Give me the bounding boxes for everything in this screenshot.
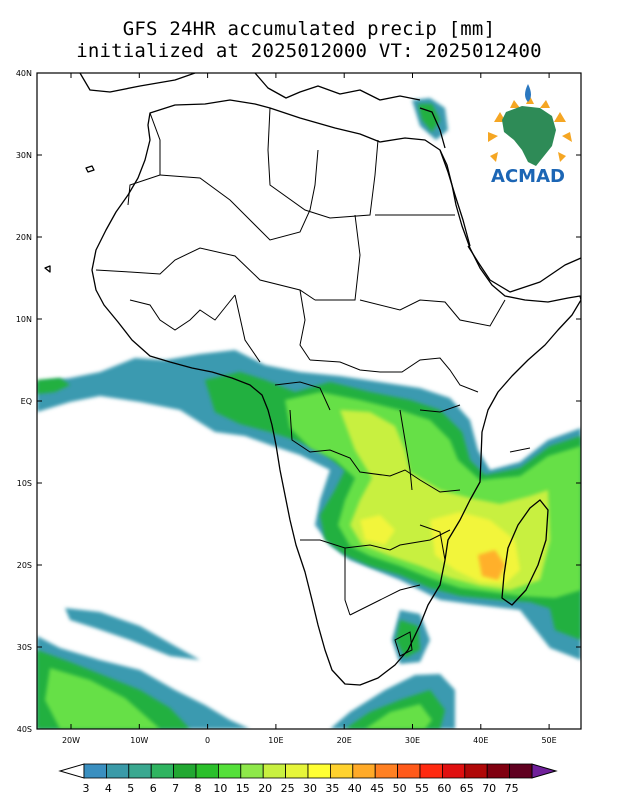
- lat-label: 30S: [17, 643, 32, 652]
- acmad-logo: ACMAD: [488, 84, 572, 187]
- logo-water-drop-icon: [525, 84, 531, 102]
- colorbar-swatch: [441, 763, 466, 779]
- colorbar-label: 10: [213, 782, 227, 795]
- europe-coastline: [79, 73, 196, 93]
- lat-label: EQ: [21, 397, 32, 406]
- colorbar-swatch: [150, 763, 174, 779]
- logo-text: ACMAD: [491, 166, 565, 187]
- lat-label: 40S: [17, 725, 32, 734]
- colorbar-swatch: [128, 763, 152, 779]
- lat-label: 20N: [16, 233, 32, 242]
- chart-title-line1: GFS 24HR accumulated precip [mm]: [122, 18, 496, 40]
- chart-title-line2: initialized at 2025012000 VT: 2025012400: [76, 40, 542, 62]
- lat-label: 30N: [16, 151, 32, 160]
- red-sea-coastline: [439, 149, 471, 247]
- colorbar-swatch: [195, 763, 219, 779]
- lat-label: 10S: [17, 479, 32, 488]
- coastlines: [44, 73, 581, 686]
- colorbar-swatch: [419, 763, 443, 779]
- colorbar-label: 35: [325, 782, 339, 795]
- colorbar-swatch: [486, 763, 511, 779]
- colorbar-swatch: [374, 763, 399, 779]
- colorbar-under-arrow: [58, 763, 85, 779]
- colorbar-label: 6: [150, 782, 157, 795]
- colorbar-label: 65: [460, 782, 474, 795]
- colorbar-label: 45: [370, 782, 384, 795]
- colorbar-swatch: [509, 763, 533, 779]
- colorbar-label: 20: [258, 782, 272, 795]
- colorbar-swatch: [352, 763, 376, 779]
- colorbar-swatch: [307, 763, 331, 779]
- colorbar-swatch: [262, 763, 287, 779]
- italy-greece-coastline: [254, 73, 421, 101]
- lon-label: 20E: [337, 736, 352, 745]
- colorbar-label: 50: [393, 782, 407, 795]
- colorbar-swatch: [397, 763, 421, 779]
- colorbar-label: 25: [281, 782, 295, 795]
- colorbar-label: 15: [236, 782, 250, 795]
- colorbar-label: 8: [195, 782, 202, 795]
- lon-label: 30E: [405, 736, 420, 745]
- colorbar-swatch: [329, 763, 354, 779]
- logo-africa-icon: [502, 106, 556, 166]
- lat-label: 10N: [16, 315, 32, 324]
- colorbar-label: 5: [127, 782, 134, 795]
- colorbar: 3 4 5 6 7 8 10 15 20 25 30 35 40 45 50 55 60 65 70 75: [58, 763, 558, 795]
- colorbar-over-arrow: [531, 763, 558, 779]
- lon-label: 20W: [62, 736, 80, 745]
- colorbar-label: 30: [303, 782, 317, 795]
- country-borders: [95, 107, 531, 657]
- colorbar-label: 4: [105, 782, 112, 795]
- lon-label: 50E: [541, 736, 556, 745]
- colorbar-label: 55: [415, 782, 429, 795]
- colorbar-label: 60: [437, 782, 451, 795]
- colorbar-swatch: [285, 763, 309, 779]
- colorbar-label: 3: [83, 782, 90, 795]
- longitude-axis: 20W 10W 0 10E 20E 30E 40E 50E: [62, 73, 557, 745]
- colorbar-label: 40: [348, 782, 362, 795]
- lon-label: 0: [205, 736, 210, 745]
- colorbar-swatch: [106, 763, 130, 779]
- colorbar-swatch: [240, 763, 264, 779]
- precip-band-intense: [478, 550, 505, 580]
- colorbar-label: 75: [505, 782, 519, 795]
- lon-label: 10E: [268, 736, 283, 745]
- levant-coastline: [419, 107, 446, 149]
- africa-coastline: [91, 99, 581, 686]
- colorbar-swatch: [173, 763, 197, 779]
- colorbar-swatch: [83, 763, 107, 779]
- lon-label: 40E: [473, 736, 488, 745]
- lat-label: 40N: [16, 69, 32, 78]
- colorbar-swatch: [217, 763, 242, 779]
- lat-label: 20S: [17, 561, 32, 570]
- logo-sun-rays-icon: [488, 96, 572, 162]
- lon-label: 10W: [130, 736, 148, 745]
- colorbar-swatch: [464, 763, 488, 779]
- latitude-axis: 40N 30N 20N 10N EQ 10S 20S 30S 40S: [16, 69, 581, 734]
- madagascar-coastline: [501, 499, 549, 606]
- arabia-coastline: [467, 245, 581, 293]
- colorbar-label: 70: [482, 782, 496, 795]
- colorbar-label: 7: [172, 782, 179, 795]
